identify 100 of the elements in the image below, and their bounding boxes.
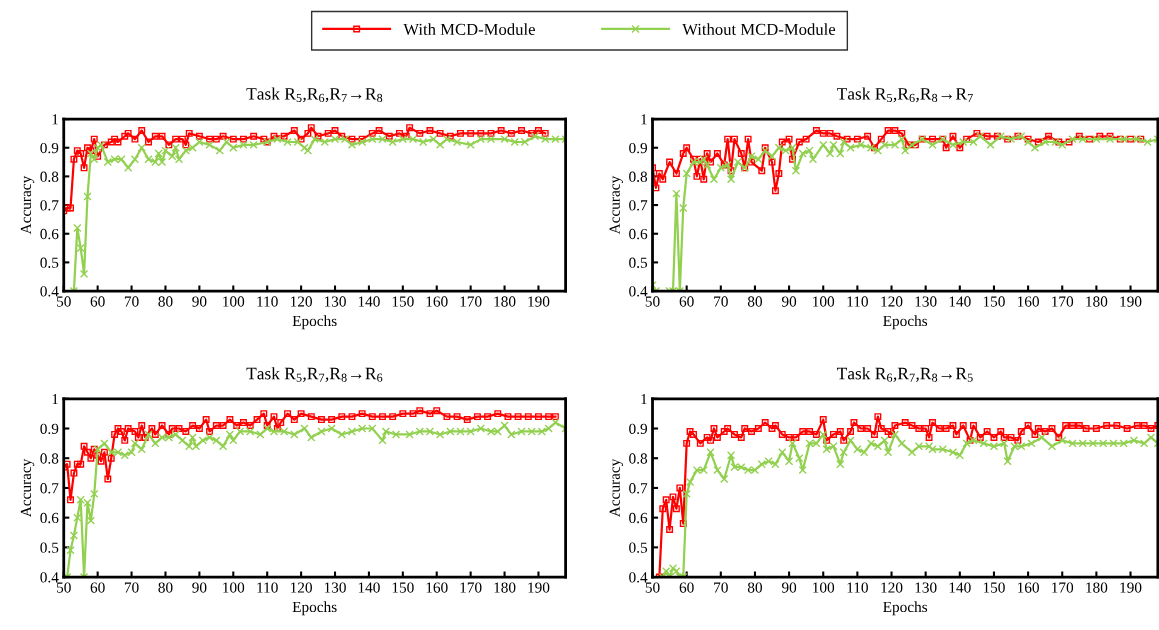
y-axis-title: Accuracy [609, 175, 623, 235]
x-tick-label: 140 [358, 296, 380, 307]
x-tick-label: 90 [781, 582, 797, 593]
y-tick-label: 0.5 [40, 257, 59, 268]
y-tick-label: 0.5 [40, 542, 59, 553]
chart-title: Task R$_{6}$,R$_{7}$,R$_{8}$→R$_{5}$ [837, 367, 973, 382]
y-tick-label: 0.6 [629, 228, 648, 240]
y-tick-label: 1 [52, 394, 58, 405]
x-tick-label: 70 [714, 296, 728, 307]
x-tick-label: 130 [915, 582, 937, 593]
x-tick-label: 70 [124, 296, 139, 307]
x-tick-label: 140 [949, 582, 971, 593]
x-tick-label: 120 [881, 296, 903, 307]
x-tick-label: 160 [426, 296, 448, 307]
x-tick-label: 120 [290, 296, 312, 307]
x-tick-label: 100 [223, 296, 245, 307]
x-tick-label: 60 [90, 296, 105, 307]
x-tick-label: 90 [192, 296, 207, 307]
y-tick-label: 0.4 [40, 286, 59, 297]
x-axis-title: Epochs [292, 315, 337, 330]
x-tick-label: 190 [528, 582, 550, 593]
x-tick-label: 130 [324, 582, 346, 593]
x-tick-label: 60 [679, 296, 694, 307]
x-axis-title: Epochs [292, 601, 337, 616]
x-tick-label: 180 [1086, 582, 1108, 593]
y-tick-label: 0.5 [629, 257, 648, 268]
x-tick-label: 100 [223, 582, 245, 593]
x-tick-label: 120 [881, 582, 903, 593]
x-tick-label: 110 [847, 296, 868, 307]
x-tick-label: 50 [56, 296, 71, 307]
y-tick-label: 0.4 [629, 286, 648, 297]
x-tick-label: 170 [460, 296, 482, 307]
x-tick-label: 130 [324, 296, 346, 307]
x-axis-title: Epochs [883, 315, 928, 330]
y-tick-label: 0.8 [40, 171, 59, 182]
x-tick-label: 110 [257, 582, 278, 593]
y-tick-label: 0.7 [629, 483, 648, 494]
y-tick-label: 0.5 [629, 542, 648, 553]
x-tick-label: 190 [1120, 582, 1142, 593]
x-tick-label: 150 [392, 296, 414, 307]
x-tick-label: 60 [679, 582, 694, 593]
x-tick-label: 160 [426, 582, 448, 593]
y-axis-title: Accuracy [609, 458, 623, 518]
x-tick-label: 50 [56, 582, 71, 593]
x-tick-label: 110 [257, 296, 278, 307]
y-tick-label: 0.8 [40, 453, 59, 464]
y-tick-label: 0.7 [40, 483, 59, 494]
chart-title: Task R$_{5}$,R$_{6}$,R$_{8}$→R$_{7}$ [837, 87, 973, 103]
x-tick-label: 120 [290, 582, 312, 593]
x-tick-label: 150 [392, 582, 414, 593]
x-tick-label: 90 [781, 296, 797, 307]
y-tick-label: 0.7 [629, 200, 648, 211]
x-tick-label: 80 [747, 296, 762, 307]
x-tick-label: 190 [528, 296, 550, 307]
y-tick-label: 0.6 [629, 512, 648, 524]
x-tick-label: 80 [158, 296, 173, 307]
x-tick-label: 100 [813, 582, 835, 593]
y-tick-label: 1 [641, 394, 647, 405]
y-tick-label: 0.9 [40, 142, 59, 154]
y-tick-label: 0.4 [40, 572, 59, 583]
x-tick-label: 170 [460, 582, 482, 593]
y-tick-label: 0.7 [40, 200, 59, 211]
y-tick-label: 1 [641, 114, 647, 125]
x-tick-label: 70 [124, 582, 139, 593]
x-tick-label: 180 [494, 296, 516, 307]
x-tick-label: 100 [813, 296, 835, 307]
y-tick-label: 0.9 [629, 142, 648, 154]
y-axis-title: Accuracy [20, 175, 35, 235]
y-axis-title: Accuracy [20, 458, 35, 518]
x-tick-label: 110 [847, 582, 868, 593]
y-tick-label: 1 [52, 114, 58, 125]
x-tick-label: 170 [1052, 296, 1074, 307]
x-tick-label: 80 [158, 582, 173, 593]
x-axis-title: Epochs [883, 601, 928, 616]
y-tick-label: 0.8 [629, 453, 648, 464]
x-tick-label: 90 [192, 582, 207, 593]
legend-label: Without MCD-Module [682, 23, 836, 36]
y-tick-label: 0.8 [629, 171, 648, 182]
x-tick-label: 80 [747, 582, 762, 593]
chart-title: Task R$_{5}$,R$_{6}$,R$_{7}$→R$_{8}$ [246, 87, 383, 103]
legend-label: With MCD-Module [403, 23, 535, 36]
x-tick-label: 60 [90, 582, 105, 593]
y-tick-label: 0.9 [629, 423, 648, 435]
x-tick-label: 70 [714, 582, 728, 593]
chart-title: Task R$_{5}$,R$_{7}$,R$_{8}$→R$_{6}$ [246, 367, 383, 382]
x-tick-label: 150 [983, 296, 1005, 307]
x-tick-label: 140 [358, 582, 380, 593]
y-tick-label: 0.9 [40, 423, 59, 435]
x-tick-label: 130 [915, 296, 937, 307]
x-tick-label: 180 [494, 582, 516, 593]
y-tick-label: 0.4 [629, 572, 648, 583]
x-tick-label: 160 [1017, 582, 1039, 593]
x-tick-label: 190 [1120, 296, 1142, 307]
x-tick-label: 50 [645, 582, 660, 593]
x-tick-label: 50 [645, 296, 660, 307]
y-tick-label: 0.6 [40, 512, 59, 524]
x-tick-label: 170 [1052, 582, 1074, 593]
y-tick-label: 0.6 [40, 228, 59, 240]
x-tick-label: 140 [949, 296, 971, 307]
x-tick-label: 180 [1086, 296, 1108, 307]
